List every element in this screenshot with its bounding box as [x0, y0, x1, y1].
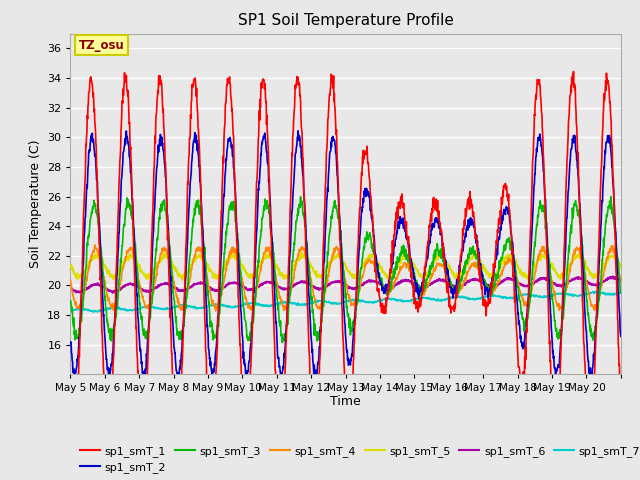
Title: SP1 Soil Temperature Profile: SP1 Soil Temperature Profile	[237, 13, 454, 28]
Legend: sp1_smT_1, sp1_smT_2, sp1_smT_3, sp1_smT_4, sp1_smT_5, sp1_smT_6, sp1_smT_7: sp1_smT_1, sp1_smT_2, sp1_smT_3, sp1_smT…	[76, 441, 640, 478]
Y-axis label: Soil Temperature (C): Soil Temperature (C)	[29, 140, 42, 268]
Text: TZ_osu: TZ_osu	[79, 39, 124, 52]
X-axis label: Time: Time	[330, 395, 361, 408]
